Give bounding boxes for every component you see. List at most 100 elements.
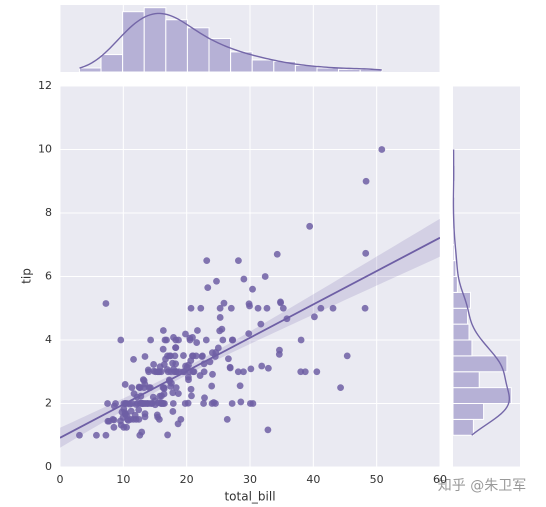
x-tick-label: 0 (57, 473, 64, 486)
point (186, 336, 194, 344)
point (198, 353, 206, 360)
point (240, 275, 248, 283)
point (172, 360, 180, 368)
point (264, 426, 272, 434)
point (236, 382, 244, 390)
point (208, 400, 216, 407)
point (169, 400, 177, 407)
point (169, 389, 177, 397)
point (261, 273, 269, 280)
point (343, 352, 351, 360)
point (130, 355, 137, 363)
point (219, 336, 227, 344)
histogram-bar (452, 244, 455, 262)
point (130, 415, 137, 423)
y-tick-label: 4 (45, 333, 52, 346)
point (149, 393, 157, 401)
histogram-bar (186, 27, 210, 73)
point (204, 284, 212, 292)
point (258, 362, 266, 370)
point (102, 300, 110, 307)
histogram-bar (452, 339, 473, 357)
point (136, 431, 144, 439)
histogram-bar (100, 54, 124, 73)
point (209, 370, 216, 378)
watermark: 知乎 @朱卫军 (438, 477, 526, 494)
point (200, 400, 207, 407)
point (181, 400, 189, 407)
histogram-bar (338, 68, 361, 73)
point (220, 299, 228, 307)
y-tick-label: 12 (38, 79, 52, 92)
point (175, 336, 182, 344)
point (121, 381, 129, 388)
kde-curve (79, 12, 382, 71)
point (141, 413, 149, 421)
point (263, 304, 271, 312)
point (188, 392, 195, 400)
x-tick-label: 20 (180, 473, 194, 486)
point (249, 285, 256, 293)
point (273, 250, 281, 258)
point (171, 352, 179, 360)
x-tick-label: 30 (243, 473, 257, 486)
point (174, 420, 182, 428)
point (283, 315, 291, 323)
y-tick-label: 2 (45, 397, 52, 410)
point (135, 406, 143, 414)
point (311, 313, 318, 321)
point (206, 358, 214, 366)
point (120, 423, 128, 431)
point (118, 408, 126, 416)
point (337, 384, 344, 392)
histogram-bar (452, 323, 470, 341)
point (201, 394, 208, 402)
point (148, 400, 156, 407)
point (214, 344, 222, 352)
point (186, 368, 193, 376)
point (172, 344, 179, 352)
point (141, 353, 149, 360)
point (147, 336, 155, 344)
point (133, 393, 141, 401)
point (223, 415, 231, 423)
point (169, 408, 177, 415)
x-tick-label: 50 (370, 473, 384, 486)
point (196, 372, 204, 379)
point (120, 400, 128, 407)
point (180, 352, 187, 359)
point (226, 363, 234, 371)
histogram-bar (452, 355, 508, 373)
point (167, 368, 175, 376)
point (187, 385, 195, 393)
point (279, 304, 287, 312)
point (172, 384, 180, 392)
point (154, 368, 162, 376)
point (182, 330, 189, 338)
y-tick-label: 0 (45, 460, 52, 473)
point (237, 398, 245, 406)
point (110, 402, 118, 410)
point (145, 368, 153, 376)
y-axis-label: tip (20, 268, 34, 284)
point (276, 346, 283, 354)
point (174, 390, 182, 398)
point (159, 345, 167, 353)
point (93, 431, 100, 439)
point (361, 304, 369, 312)
x-tick-label: 60 (433, 473, 447, 486)
point (225, 355, 232, 363)
histogram-bar (452, 403, 485, 420)
point (159, 327, 167, 334)
point (197, 304, 205, 312)
point (216, 304, 224, 312)
y-tick-label: 10 (38, 143, 52, 156)
point (378, 146, 386, 153)
point (188, 352, 196, 360)
point (128, 400, 136, 407)
point (257, 320, 265, 328)
point (187, 304, 195, 312)
point (313, 368, 321, 376)
point (200, 360, 208, 368)
point (362, 177, 370, 185)
